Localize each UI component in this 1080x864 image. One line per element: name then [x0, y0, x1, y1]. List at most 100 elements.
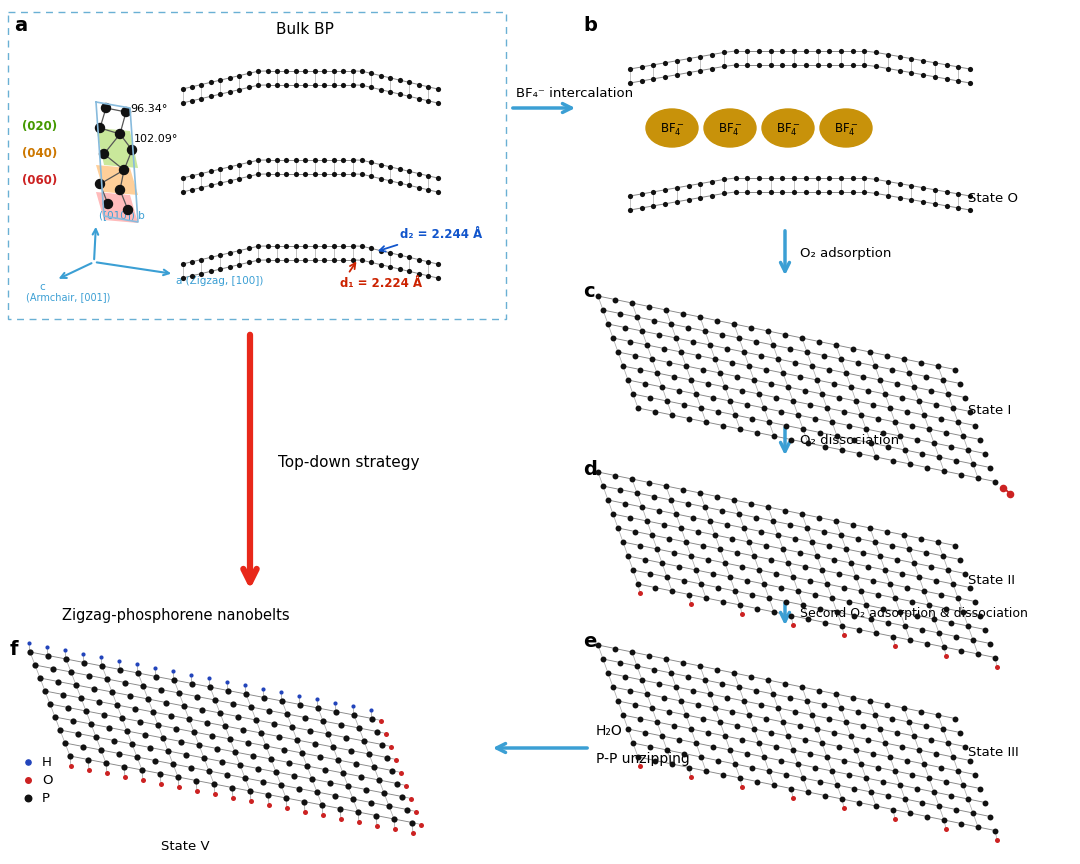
Point [760, 415, 778, 429]
Point [715, 60, 732, 73]
Point [860, 733, 877, 746]
Point [679, 497, 697, 511]
Point [653, 729, 671, 743]
Point [590, 465, 607, 479]
Point [789, 408, 807, 422]
Point [154, 731, 172, 745]
Circle shape [120, 166, 129, 175]
Point [797, 185, 814, 199]
Point [56, 643, 73, 657]
Point [774, 366, 792, 380]
Point [967, 418, 984, 432]
Point [762, 58, 780, 72]
Point [849, 531, 866, 545]
Point [743, 588, 760, 601]
Point [986, 823, 1003, 837]
Point [753, 348, 770, 362]
Text: BF$_4^-$: BF$_4^-$ [775, 122, 800, 138]
Point [982, 637, 999, 651]
Point [683, 373, 700, 387]
Point [617, 670, 634, 683]
Point [361, 747, 378, 761]
Point [835, 581, 852, 594]
Point [926, 785, 943, 799]
Point [278, 78, 295, 92]
Point [922, 384, 940, 397]
Point [953, 816, 970, 830]
Point [104, 685, 121, 699]
Point [714, 327, 731, 341]
Point [808, 722, 825, 736]
Point [221, 260, 239, 274]
Point [768, 740, 785, 753]
Point [858, 598, 875, 612]
Point [971, 608, 988, 622]
Point [623, 472, 640, 486]
Point [819, 577, 836, 591]
Point [840, 594, 858, 608]
Point [869, 760, 887, 774]
Point [937, 649, 955, 663]
Point [714, 594, 731, 608]
Point [928, 746, 945, 760]
Point [953, 644, 970, 658]
Point [206, 787, 224, 801]
Point [889, 377, 906, 391]
Point [949, 591, 967, 605]
Text: (060): (060) [22, 174, 57, 187]
Point [381, 174, 399, 187]
Point [315, 64, 333, 78]
Point [718, 690, 735, 704]
Point [392, 766, 409, 779]
Point [683, 550, 700, 563]
Point [813, 387, 831, 401]
Point [381, 246, 399, 260]
Point [741, 708, 758, 722]
Point [704, 740, 721, 753]
Point [221, 85, 239, 98]
Point [171, 780, 188, 794]
Point [903, 66, 920, 79]
Point [174, 185, 191, 199]
Point [878, 524, 895, 538]
Point [212, 248, 229, 262]
Point [930, 708, 947, 722]
Point [410, 78, 428, 92]
Point [762, 377, 780, 391]
Point [594, 652, 611, 666]
Point [353, 253, 370, 267]
Point [677, 708, 694, 722]
Point [386, 812, 403, 826]
Point [694, 538, 712, 552]
Point [208, 741, 226, 755]
Point [854, 370, 872, 384]
Point [663, 584, 680, 598]
Point [792, 719, 809, 733]
Point [691, 49, 708, 63]
Point [852, 584, 869, 598]
Point [363, 156, 380, 169]
Point [878, 348, 895, 362]
Point [701, 514, 718, 528]
Point [629, 310, 646, 324]
Point [724, 356, 741, 370]
Point [855, 185, 873, 199]
Point [93, 743, 110, 757]
Circle shape [116, 130, 124, 138]
Point [927, 183, 944, 197]
Point [872, 550, 889, 563]
Point [216, 719, 233, 733]
Point [278, 64, 295, 78]
Point [315, 253, 333, 267]
Point [249, 168, 267, 181]
Point [680, 52, 698, 66]
Point [214, 754, 231, 768]
Point [789, 757, 807, 771]
Point [677, 535, 694, 549]
Point [632, 363, 649, 377]
Point [718, 518, 735, 531]
Point [691, 176, 708, 190]
Point [893, 740, 910, 753]
Circle shape [104, 200, 112, 208]
Circle shape [102, 104, 110, 112]
